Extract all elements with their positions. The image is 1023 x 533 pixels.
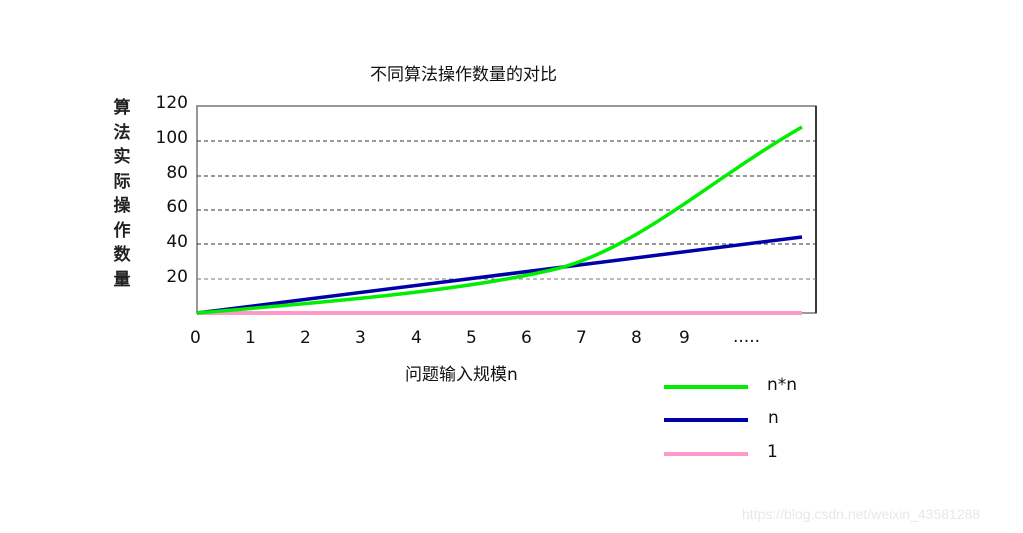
y-tick-label: 20 — [166, 267, 188, 287]
series-line-linear — [196, 235, 803, 315]
y-tick-label: 120 — [155, 93, 188, 113]
y-axis-label-char: 作 — [113, 220, 131, 241]
x-tick-label: 2 — [300, 328, 311, 348]
x-tick-label: 4 — [411, 328, 422, 348]
y-tick-label: 60 — [166, 197, 188, 217]
gridlines — [197, 140, 816, 280]
y-tick-label: 80 — [166, 163, 188, 183]
y-axis-label-char: 量 — [113, 269, 131, 290]
x-tick-label: 5 — [466, 328, 477, 348]
x-tick-label: 0 — [190, 328, 201, 348]
x-tick-label: 1 — [245, 328, 256, 348]
y-axis-label-char: 数 — [113, 245, 131, 265]
legend-label: 1 — [767, 442, 778, 462]
legend-swatch — [664, 418, 748, 422]
x-axis-label: 问题输入规模n — [405, 365, 518, 385]
chart-title: 不同算法操作数量的对比 — [370, 65, 557, 85]
x-tick-label: 9 — [679, 328, 690, 348]
x-tick-label: 3 — [355, 328, 366, 348]
series-line-quadratic — [196, 125, 803, 315]
y-tick-label: 40 — [166, 232, 188, 252]
x-tick-label: ..... — [733, 327, 761, 347]
legend-label: n*n — [767, 375, 798, 395]
y-tick-label: 100 — [155, 128, 188, 148]
y-axis-label: 算 法 实 际 操 作 数 量 — [111, 96, 133, 292]
x-tick-label: 8 — [631, 328, 642, 348]
legend-label: n — [768, 408, 779, 428]
y-axis-label-char: 算 — [113, 98, 131, 118]
legend-swatch — [664, 452, 748, 456]
y-axis-label-char: 实 — [113, 147, 131, 167]
y-axis-label-char: 际 — [113, 171, 131, 192]
x-tick-label: 7 — [576, 328, 587, 348]
legend-swatch — [664, 385, 748, 389]
x-tick-label: 6 — [521, 328, 532, 348]
watermark: https://blog.csdn.net/weixin_43581288 — [742, 506, 981, 522]
y-axis-label-char: 法 — [113, 122, 131, 143]
y-axis-label-char: 操 — [113, 196, 131, 216]
